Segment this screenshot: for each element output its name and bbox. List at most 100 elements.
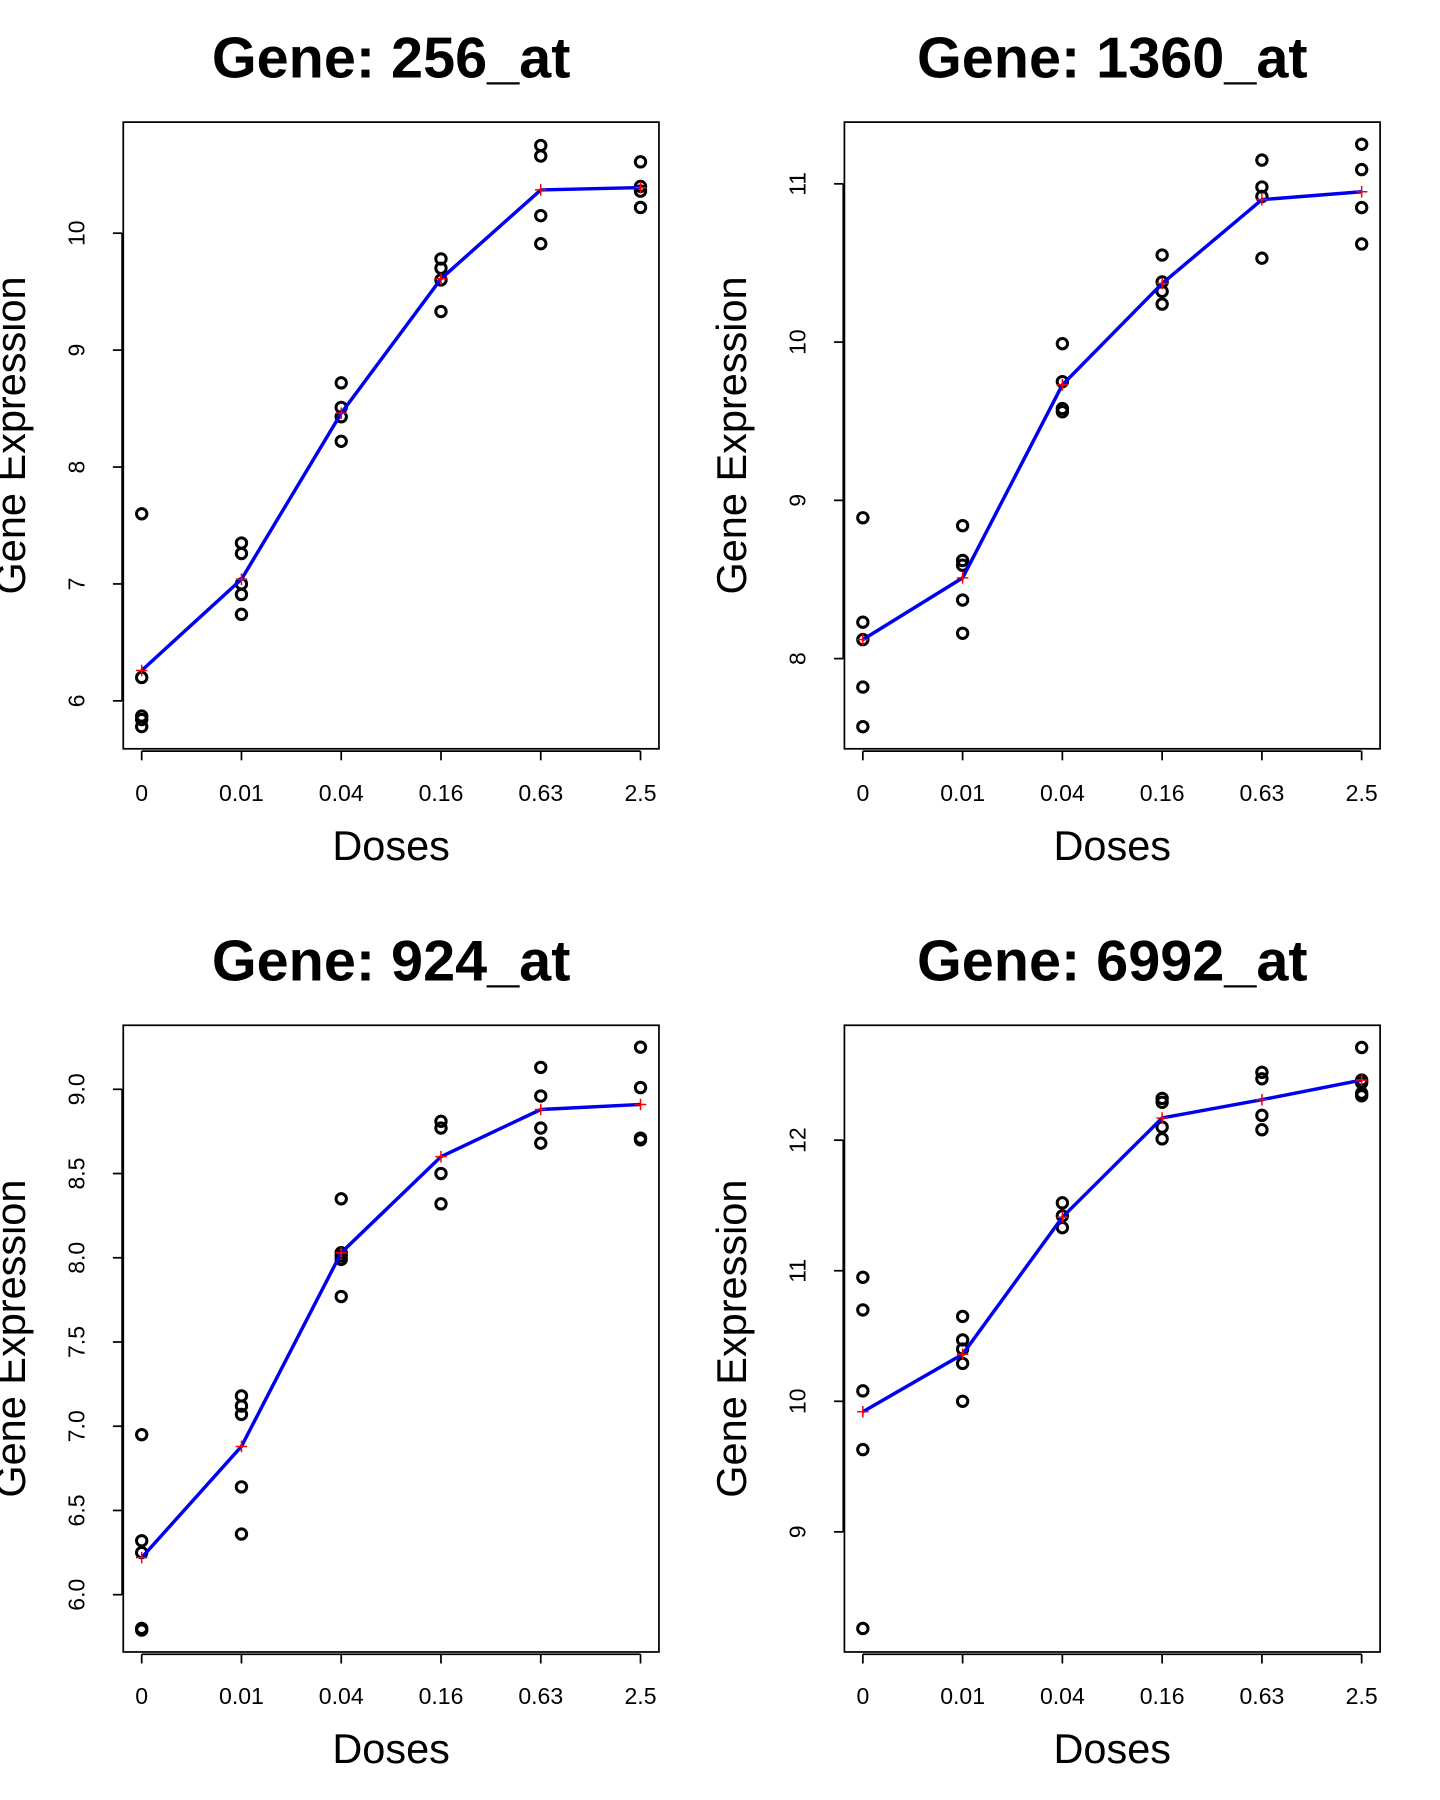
y-tick-label: 7.0 [63,1410,89,1442]
mean-line [861,1078,1362,1414]
x-axis-label: Doses [332,822,450,869]
data-point [135,1534,149,1548]
data-point [234,546,249,561]
panel: Gene: 1360_at 0 0.01 0.04 0.16 0.63 2.5 Doses 8 9… [708,26,1381,869]
mean-marker [534,184,547,196]
data-point [1155,248,1169,262]
mean-line [861,190,1362,642]
x-tick-label: 0.63 [1239,780,1284,806]
x-tick-label: 0 [856,1683,869,1709]
mean-marker [956,1348,969,1361]
y-tick-label: 7.5 [63,1326,89,1358]
x-tick-label: 0.16 [419,780,464,806]
data-point [234,1527,249,1541]
data-point [1354,162,1369,177]
data-point [534,149,548,163]
plot-frame [843,121,1381,750]
y-tick-label: 9.0 [63,1073,89,1105]
panel: Gene: 256_at 0 0.01 0.04 0.16 0.63 2.5 Doses 6 7 8… [0,26,660,869]
data-point [1055,336,1070,351]
mean-marker [435,273,447,285]
data-point [534,1121,548,1135]
data-point [955,1309,970,1324]
data-point [856,680,870,694]
y-tick-label: 6.5 [63,1494,89,1526]
data-point [1354,1089,1369,1103]
mean-marker [1256,193,1268,206]
mean-marker [1355,185,1368,198]
y-tick-label: 8 [63,461,89,474]
data-point [334,376,348,390]
plot-frame [843,1024,1381,1653]
mean-marker [1156,1112,1168,1124]
mean-marker [1355,1074,1368,1086]
mean-line [140,1102,641,1559]
mean-marker [135,664,148,677]
data-point [856,1303,870,1317]
panel: Gene: 924_at 0 0.01 0.04 0.16 0.63 2.5 Doses 6.0… [0,930,660,1772]
data-point [234,1407,249,1422]
x-tick-label: 0.04 [319,780,364,806]
chart-title: Gene: 924_at [212,930,571,994]
data-point [856,1270,870,1284]
data-point [1354,1040,1369,1055]
y-axis-label: Gene Expression [0,1180,34,1498]
x-tick-label: 0.04 [1040,780,1085,806]
data-point [234,607,249,622]
data-point [434,304,448,319]
x-axis-label: Doses [1053,822,1171,869]
y-axis-label: Gene Expression [0,276,34,594]
data-point [856,1442,870,1457]
x-tick-label: 0 [135,780,148,806]
data-point [1354,137,1369,151]
mean-marker [857,633,869,646]
y-axis-label: Gene Expression [708,276,755,594]
mean-marker [1056,379,1069,391]
x-tick-label: 0.01 [940,780,985,806]
chart-title: Gene: 256_at [212,26,571,90]
data-point [234,536,249,550]
x-axis-label: Doses [332,1725,450,1772]
y-tick-label: 8.5 [63,1158,89,1190]
mean-marker [435,1150,447,1163]
x-tick-label: 0.16 [419,1683,464,1709]
data-point [234,1399,249,1413]
data-point [1155,1095,1169,1109]
data-point [135,712,149,727]
y-tick-label: 10 [785,1388,811,1414]
y-tick-label: 9 [63,344,89,357]
data-point [633,155,648,169]
x-tick-label: 0.16 [1140,780,1185,806]
data-point [955,1394,970,1408]
x-tick-label: 0.01 [940,1683,985,1709]
mean-marker [634,181,647,194]
x-tick-label: 0.63 [518,1683,563,1709]
data-point [1055,405,1070,419]
y-tick-label: 6 [63,694,89,707]
data-point [1255,251,1269,265]
chart-title: Gene: 1360_at [917,26,1308,90]
data-point [633,1133,648,1147]
data-point [633,1040,648,1054]
data-point [135,1623,149,1637]
chart-title: Gene: 6992_at [917,930,1308,994]
mean-marker [956,572,969,584]
data-point [633,1080,648,1095]
data-point [334,1192,348,1206]
data-point [1354,237,1369,251]
x-tick-label: 2.5 [1346,1683,1378,1709]
data-point [534,237,548,251]
y-axis-label: Gene Expression [708,1180,755,1498]
mean-marker [857,1405,869,1418]
plot-frame [122,1024,660,1653]
plot-frame [122,121,660,750]
data-point [955,626,970,640]
data-point [1155,297,1169,311]
data-point [856,511,870,525]
y-tick-label: 7 [63,578,89,591]
data-point [1354,200,1369,215]
data-point [955,593,970,607]
data-point [955,553,970,568]
data-point [1155,1132,1169,1146]
